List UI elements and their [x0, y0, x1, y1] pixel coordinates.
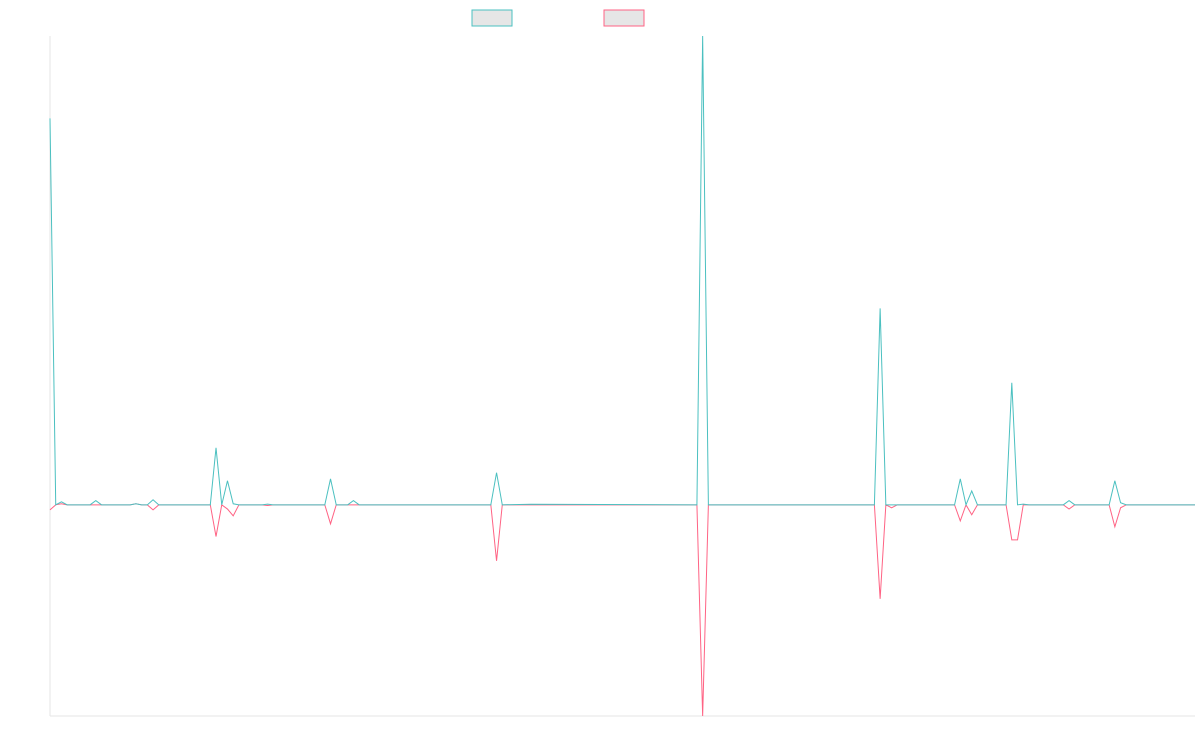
legend-swatch	[603, 9, 645, 27]
legend-swatch	[471, 9, 513, 27]
series-line	[49, 503, 1195, 717]
series-line	[49, 35, 1195, 507]
